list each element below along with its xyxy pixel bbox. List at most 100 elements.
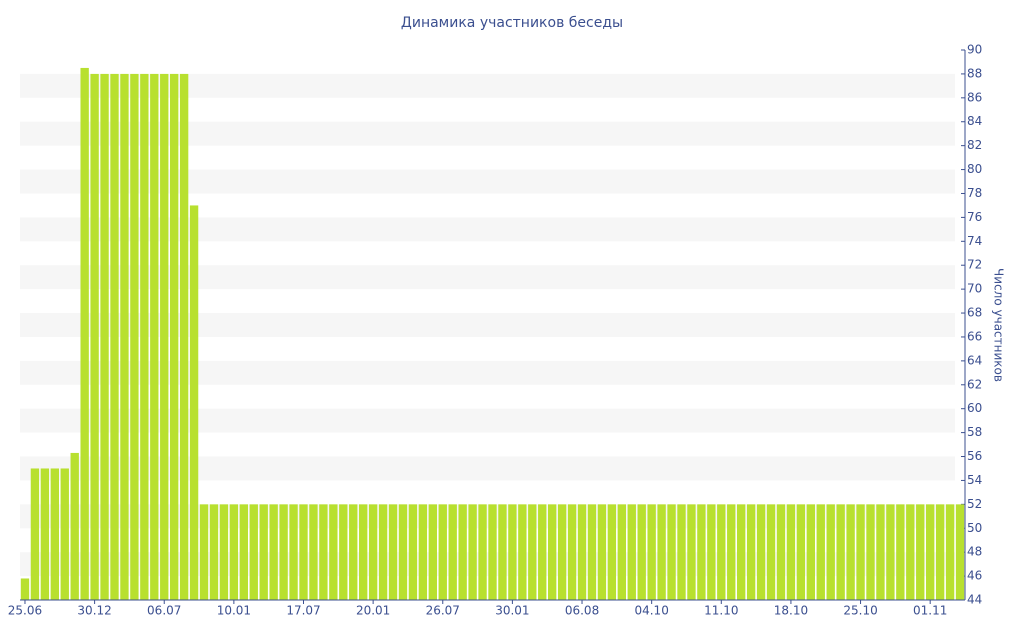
bar (935, 504, 945, 600)
bar (856, 504, 865, 600)
x-tick-label: 18.10 (774, 604, 808, 618)
bar (170, 73, 179, 601)
bar (299, 504, 308, 600)
bar (279, 504, 288, 600)
y-axis-label: Число участников (992, 268, 1006, 382)
grid-band (20, 313, 955, 337)
grid-band (20, 121, 955, 146)
bar (896, 504, 905, 600)
bar (319, 504, 328, 600)
bar (329, 504, 338, 600)
bar (130, 73, 139, 601)
bar (607, 504, 617, 600)
grid-band (20, 73, 955, 98)
bar (378, 504, 388, 600)
bar (359, 504, 368, 600)
y-tick-label: 84 (967, 114, 982, 128)
bar (647, 504, 656, 600)
bar (796, 504, 806, 600)
x-tick-label: 25.10 (843, 604, 877, 618)
bar (667, 504, 676, 600)
bar (528, 504, 537, 600)
bar (776, 504, 786, 600)
bar (786, 504, 796, 600)
bar (697, 504, 706, 600)
grid-band (20, 456, 955, 481)
bar (577, 504, 587, 600)
bar (289, 504, 298, 600)
bar (90, 73, 99, 601)
bar (846, 504, 855, 600)
grid-band (20, 265, 955, 290)
bar (398, 504, 408, 600)
bar (349, 504, 358, 600)
bar (876, 504, 885, 600)
x-tick-label: 06.08 (565, 604, 599, 618)
bar (428, 504, 437, 600)
bar (836, 504, 845, 600)
bar (766, 504, 776, 600)
bar (448, 504, 457, 600)
bar (120, 73, 129, 601)
x-tick-label: 06.07 (147, 604, 181, 618)
bar (955, 504, 965, 600)
bar (916, 504, 925, 600)
bar (945, 504, 955, 600)
bar (259, 504, 268, 600)
x-tick-label: 25.06 (8, 604, 42, 618)
bar (746, 504, 756, 600)
bar (438, 504, 447, 600)
y-tick-label: 58 (967, 425, 982, 439)
grid-band (20, 360, 955, 385)
bar (50, 468, 59, 600)
bar (816, 504, 825, 600)
bar (339, 504, 348, 600)
bar (548, 504, 557, 600)
bar (110, 73, 119, 601)
bar (140, 73, 149, 601)
bar (597, 504, 607, 600)
bar (627, 504, 636, 600)
bar (40, 468, 50, 600)
bar (677, 504, 686, 600)
bar (70, 452, 79, 600)
y-tick-label: 60 (967, 401, 982, 415)
bar (707, 504, 716, 600)
x-tick-label: 10.01 (217, 604, 251, 618)
bar (219, 504, 229, 600)
bar (229, 504, 239, 600)
bar (756, 504, 766, 600)
bar (866, 504, 875, 600)
y-tick-label: 52 (967, 497, 982, 511)
y-tick-label: 78 (967, 186, 982, 200)
y-tick-label: 74 (967, 234, 982, 248)
bar (269, 504, 278, 600)
x-tick-label: 04.10 (634, 604, 668, 618)
bar (518, 504, 527, 600)
bar (508, 504, 517, 600)
y-tick-label: 80 (967, 162, 982, 176)
bar (498, 504, 507, 600)
bar (179, 73, 189, 601)
x-tick-label: 30.12 (77, 604, 111, 618)
x-tick-label: 11.10 (704, 604, 738, 618)
bar (717, 504, 726, 600)
y-tick-label: 56 (967, 449, 982, 463)
chart-title: Динамика участников беседы (401, 15, 623, 31)
bar (906, 504, 915, 600)
bar (80, 67, 89, 600)
bar (617, 504, 626, 600)
y-tick-label: 64 (967, 353, 982, 367)
bar (926, 504, 935, 600)
y-tick-label: 72 (967, 258, 982, 272)
y-tick-label: 82 (967, 138, 982, 152)
grid-band (20, 217, 955, 242)
x-tick-label: 20.01 (356, 604, 390, 618)
bar (309, 504, 318, 600)
x-tick-label: 30.01 (495, 604, 529, 618)
bar (468, 504, 477, 600)
x-tick-label: 26.07 (426, 604, 460, 618)
y-tick-label: 48 (967, 545, 982, 559)
